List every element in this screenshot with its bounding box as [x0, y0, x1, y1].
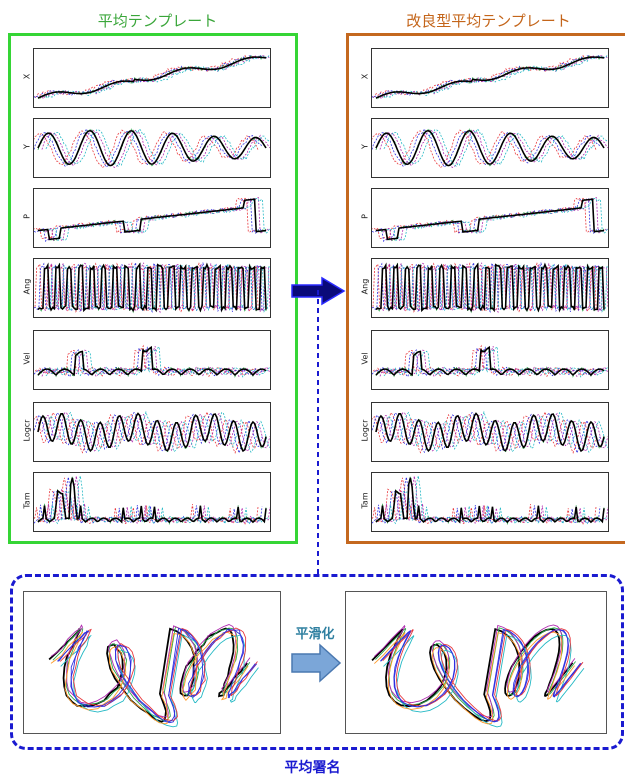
signal-sample-line: [45, 475, 270, 525]
smoothing-arrow-icon: [291, 643, 342, 683]
average-signature-box: [10, 574, 624, 750]
signal-sample-line: [37, 348, 267, 378]
right-panel-logcr: [371, 402, 609, 462]
signature-stroke: [50, 631, 249, 724]
signal-mean-line: [37, 129, 267, 167]
signal-sample-line: [383, 475, 608, 525]
signal-sample-line: [372, 344, 597, 377]
signal-sample-line: [34, 127, 263, 168]
signal-sample-line: [372, 54, 597, 98]
signal-mean-line: [375, 412, 605, 453]
signal-sample-line: [383, 345, 608, 378]
right-panel-ang: [371, 258, 609, 318]
panel-axis-label: Tam: [22, 492, 32, 509]
right-panel-vel: [371, 330, 609, 390]
signal-sample-line: [34, 129, 259, 169]
signal-mean-line: [37, 345, 267, 377]
left-panel-ang: [33, 258, 271, 318]
signal-sample-line: [34, 198, 263, 242]
signal-mean-line: [375, 345, 605, 377]
signature-stroke: [52, 626, 251, 722]
signal-mean-line: [37, 477, 267, 524]
left-panel-x: [33, 48, 271, 108]
signature-stroke: [374, 631, 575, 725]
signal-sample-line: [41, 129, 270, 168]
panel-axis-label: P: [360, 214, 370, 219]
panel-axis-label: X: [360, 73, 370, 80]
panel-axis-label: Tam: [360, 492, 370, 509]
signal-sample-line: [383, 54, 608, 99]
signal-sample-line: [379, 346, 608, 378]
signal-mean-line: [375, 129, 605, 167]
left-title: 平均テンプレート: [97, 12, 218, 30]
signal-sample-line: [34, 55, 263, 99]
signal-sample-line: [34, 344, 259, 377]
signal-sample-line: [45, 54, 270, 99]
panel-axis-label: Ang: [22, 278, 32, 295]
left-panel-y: [33, 118, 271, 178]
panel-axis-label: Logcr: [360, 419, 370, 442]
signal-sample-line: [41, 54, 270, 100]
signal-sample-line: [372, 127, 601, 168]
signal-mean-line: [375, 56, 605, 99]
signature-stroke: [380, 629, 582, 723]
signal-mean-line: [37, 262, 267, 313]
right-panel-x: [371, 48, 609, 108]
signal-sample-line: [383, 410, 608, 453]
signal-sample-line: [375, 348, 605, 378]
signal-sample-line: [372, 55, 601, 99]
signature-stroke: [59, 627, 258, 721]
right-panel-p: [371, 188, 609, 248]
signature-left: [23, 591, 281, 734]
signal-sample-line: [45, 345, 270, 378]
panel-axis-label: Vel: [22, 352, 32, 365]
signal-sample-line: [34, 54, 259, 98]
signature-right: [345, 591, 607, 734]
signal-sample-line: [372, 198, 601, 242]
signal-sample-line: [372, 129, 597, 169]
signature-stroke: [383, 634, 585, 728]
signature-stroke: [60, 633, 259, 728]
left-panel-tam: [33, 472, 271, 532]
right-panel-y: [371, 118, 609, 178]
signal-mean-line: [375, 198, 605, 241]
panel-axis-label: Logcr: [22, 419, 32, 442]
signal-sample-line: [379, 412, 608, 452]
panel-axis-label: Y: [360, 144, 370, 149]
signal-sample-line: [41, 412, 270, 452]
signal-sample-line: [45, 128, 270, 168]
panel-axis-label: X: [22, 73, 32, 80]
signature-stroke: [50, 624, 251, 718]
signature-stroke: [380, 628, 581, 723]
left-panel-p: [33, 188, 271, 248]
right-title: 改良型平均テンプレート: [406, 12, 571, 30]
signal-sample-line: [379, 129, 608, 168]
signal-mean-line: [37, 56, 267, 99]
smoothing-label: 平滑化: [295, 627, 335, 642]
signal-sample-line: [45, 410, 270, 453]
right-panel-tam: [371, 472, 609, 532]
signature-stroke: [382, 628, 584, 722]
signal-mean-line: [37, 198, 267, 241]
signal-sample-line: [41, 346, 270, 378]
average-signature-label: 平均署名: [284, 760, 341, 776]
signature-stroke: [58, 628, 256, 723]
signal-sample-line: [383, 128, 608, 168]
left-panel-vel: [33, 330, 271, 390]
panel-axis-label: Vel: [360, 352, 370, 365]
panel-axis-label: P: [22, 214, 32, 219]
left-panel-logcr: [33, 402, 271, 462]
signal-sample-line: [45, 197, 270, 242]
panel-axis-label: Ang: [360, 278, 370, 295]
signal-mean-line: [375, 477, 605, 524]
signal-mean-line: [37, 412, 267, 453]
signal-sample-line: [379, 54, 608, 100]
signature-stroke: [48, 627, 248, 723]
signal-sample-line: [383, 197, 608, 242]
signal-mean-line: [375, 262, 605, 313]
dashed-connector: [317, 290, 319, 576]
panel-axis-label: Y: [22, 144, 32, 149]
